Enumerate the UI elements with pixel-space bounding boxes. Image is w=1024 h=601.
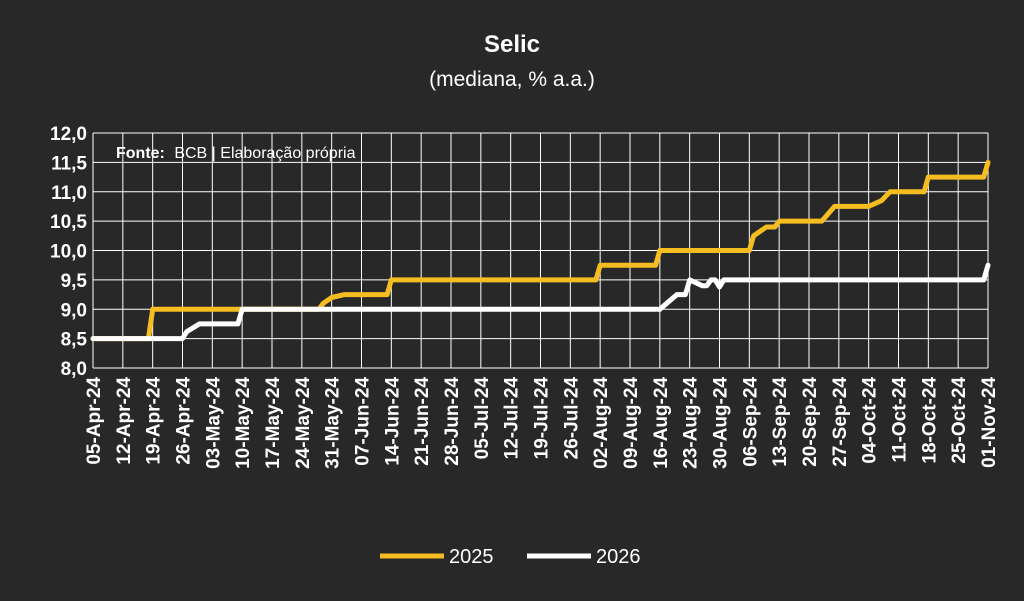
series-line-2025 [90, 159, 991, 342]
series-line-2026 [90, 262, 991, 342]
source-label: Fonte: [116, 145, 165, 162]
x-tick-label: 16-Aug-24 [651, 377, 672, 469]
x-tick-label: 26-Apr-24 [174, 377, 195, 465]
x-tick-label: 18-Oct-24 [919, 377, 940, 464]
x-tick-label: 10-May-24 [233, 377, 254, 469]
y-tick-label: 11,5 [51, 153, 87, 174]
x-tick-label: 02-Aug-24 [591, 377, 612, 469]
x-tick-label: 21-Jun-24 [412, 377, 433, 466]
source-note: Fonte: BCB | Elaboração própria [116, 145, 356, 162]
x-tick-label: 27-Sep-24 [830, 377, 851, 467]
x-tick-label: 31-May-24 [323, 377, 344, 469]
x-tick-label: 01-Nov-24 [979, 377, 1000, 468]
x-tick-label: 23-Aug-24 [681, 377, 702, 469]
x-tick-label: 04-Oct-24 [860, 377, 881, 464]
y-tick-label: 9,5 [61, 271, 88, 292]
x-tick-label: 12-Jul-24 [502, 377, 523, 460]
x-tick-label: 03-May-24 [203, 377, 224, 469]
series-lines [90, 159, 991, 342]
legend: 2025 2026 [380, 546, 641, 568]
x-tick-label: 26-Jul-24 [561, 377, 582, 460]
x-tick-label: 05-Apr-24 [84, 377, 105, 465]
x-tick-label: 17-May-24 [263, 377, 284, 469]
x-tick-label: 12-Apr-24 [114, 377, 135, 465]
y-tick-label: 10,5 [50, 212, 87, 233]
y-tick-label: 12,0 [50, 124, 87, 145]
source-text: BCB | Elaboração própria [174, 145, 355, 162]
x-tick-label: 13-Sep-24 [770, 377, 791, 467]
legend-label-2026: 2026 [596, 546, 641, 568]
x-axis-ticks: 05-Apr-24 12-Apr-24 19-Apr-24 26-Apr-24 03-M… [84, 377, 1000, 469]
x-tick-label: 25-Oct-24 [949, 377, 970, 464]
y-tick-label: 8,0 [61, 359, 87, 380]
x-tick-label: 19-Apr-24 [144, 377, 165, 465]
x-tick-label: 14-Jun-24 [382, 377, 403, 466]
x-tick-label: 07-Jun-24 [353, 377, 374, 466]
y-tick-label: 11,0 [51, 183, 87, 204]
y-tick-label: 8,5 [61, 330, 88, 351]
chart-title: Selic [484, 31, 540, 58]
x-tick-label: 24-May-24 [293, 377, 314, 469]
y-tick-label: 10,0 [50, 242, 87, 263]
x-tick-label: 19-Jul-24 [532, 377, 553, 460]
x-tick-label: 09-Aug-24 [621, 377, 642, 469]
legend-label-2025: 2025 [449, 546, 494, 568]
x-tick-label: 11-Oct-24 [890, 377, 911, 463]
x-tick-label: 30-Aug-24 [711, 377, 732, 469]
x-tick-label: 28-Jun-24 [442, 377, 463, 466]
x-tick-label: 05-Jul-24 [472, 377, 493, 460]
y-tick-label: 9,0 [61, 300, 87, 321]
y-axis-ticks: 12,0 11,5 11,0 10,5 10,0 9,5 9,0 8,5 8,0 [50, 124, 87, 380]
chart-subtitle: (mediana, % a.a.) [429, 68, 595, 91]
x-tick-label: 20-Sep-24 [800, 377, 821, 467]
grid-lines [92, 132, 989, 369]
x-tick-label: 06-Sep-24 [740, 377, 761, 467]
